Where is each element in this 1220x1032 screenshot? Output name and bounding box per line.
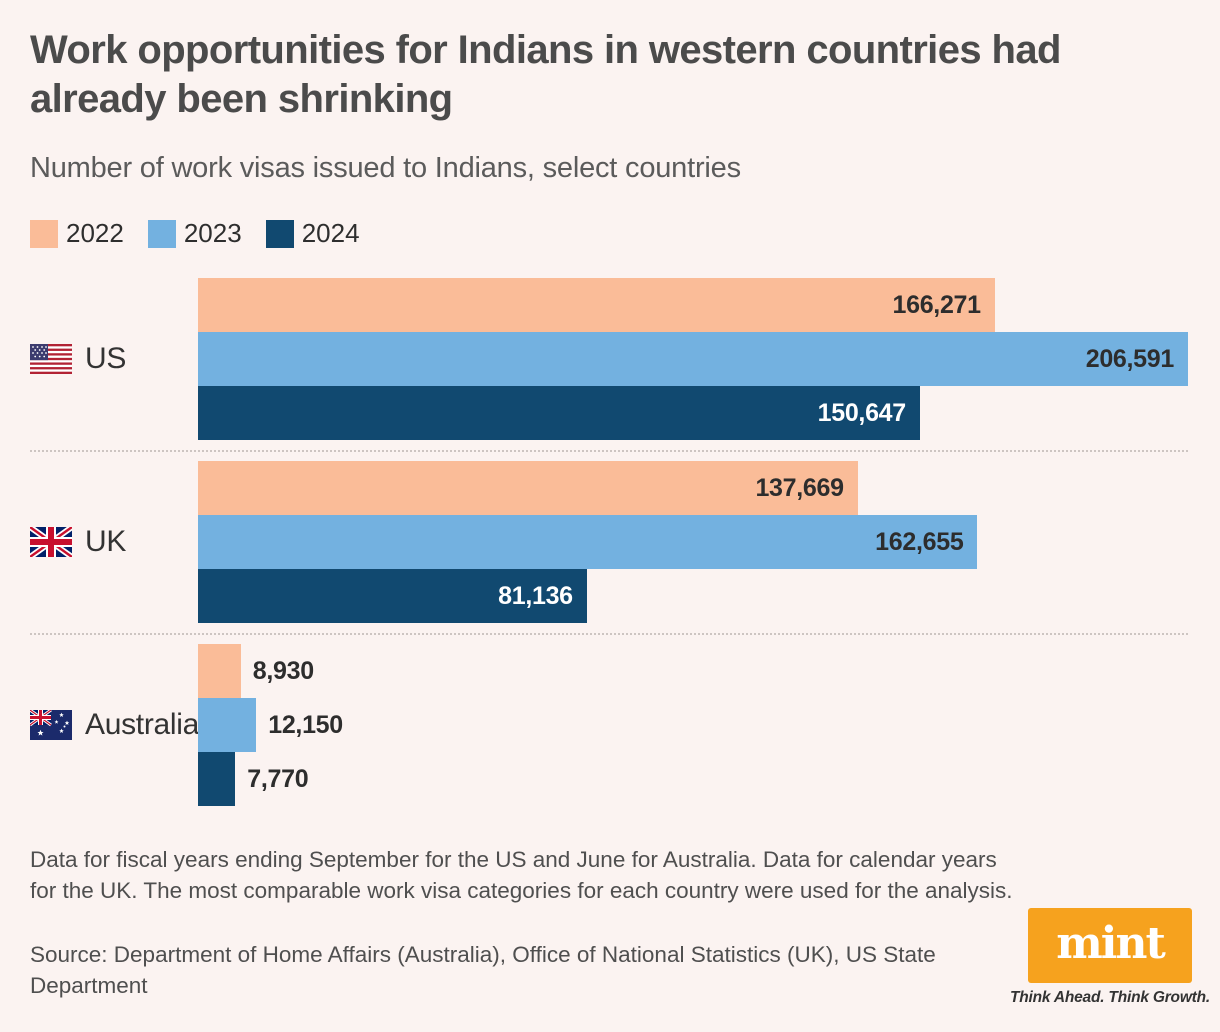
- bar-value-label: 137,669: [755, 474, 844, 502]
- bar-value-label: 150,647: [817, 399, 907, 427]
- chart-subtitle: Number of work visas issued to Indians, …: [30, 152, 741, 184]
- bar-group: 137,669 162,655 81,136: [198, 461, 1188, 623]
- bar-2024-us: 150,647: [198, 386, 920, 440]
- bar-2022-uk: 137,669: [198, 461, 858, 515]
- bar-value-label: 12,150: [268, 711, 343, 739]
- chart-row-uk: UK 137,669 162,655 81,136: [30, 461, 1188, 623]
- bar-2024-uk: 81,136: [198, 569, 587, 623]
- legend-label: 2024: [301, 218, 360, 248]
- country-label-cell: Australia: [30, 644, 200, 806]
- chart-row-us: US 166,271 206,591 150,647: [30, 278, 1188, 440]
- legend-item-2024: 2024: [265, 218, 360, 249]
- bar-2022-us: 166,271: [198, 278, 995, 332]
- source-line: Source: Department of Home Affairs (Aust…: [30, 942, 936, 998]
- legend-swatch-icon: [147, 219, 176, 248]
- legend-label: 2022: [66, 218, 124, 248]
- country-label-cell: UK: [30, 461, 198, 623]
- mint-logo: mint: [1028, 908, 1192, 983]
- bar-track: 81,136: [198, 569, 1188, 623]
- bar-track: 7,770: [198, 752, 1188, 806]
- bar-group: 8,930 12,150 7,770: [198, 644, 1188, 806]
- us-flag-icon: [30, 344, 72, 374]
- bar-value-label: 7,770: [247, 765, 309, 793]
- bar-track: 150,647: [198, 386, 1188, 440]
- country-name: US: [85, 342, 127, 375]
- chart-row-au: Australia 8,930 12,150 7,770: [30, 644, 1188, 806]
- footnote: Data for fiscal years ending September f…: [30, 847, 1013, 903]
- bar-track: 206,591: [198, 332, 1188, 386]
- legend-item-2023: 2023: [147, 218, 242, 249]
- bar-2024-au: [198, 752, 236, 806]
- legend-swatch-icon: [30, 219, 58, 248]
- country-name: UK: [85, 525, 127, 558]
- chart: US 166,271 206,591 150,647 UK 137,669 16…: [30, 278, 1188, 806]
- bar-track: 8,930: [198, 644, 1188, 698]
- mint-tagline: Think Ahead. Think Growth.: [1009, 989, 1211, 1006]
- country-label-cell: US: [30, 278, 198, 440]
- mint-wordmark: mint: [1056, 917, 1166, 969]
- row-divider: [30, 633, 1188, 635]
- legend-item-2022: 2022: [30, 218, 124, 249]
- bar-2022-au: [198, 644, 241, 698]
- bar-value-label: 206,591: [1085, 345, 1175, 373]
- bar-track: 137,669: [198, 461, 1188, 515]
- bar-value-label: 81,136: [498, 582, 573, 610]
- bar-2023-au: [198, 698, 257, 752]
- bar-group: 166,271 206,591 150,647: [198, 278, 1188, 440]
- bar-value-label: 166,271: [892, 291, 982, 319]
- bar-2023-uk: 162,655: [198, 515, 978, 569]
- bar-2023-us: 206,591: [198, 332, 1188, 386]
- chart-title: Work opportunities for Indians in wester…: [30, 28, 1061, 121]
- bar-value-label: 8,930: [252, 657, 314, 685]
- legend-label: 2023: [183, 218, 242, 248]
- legend: 2022 2023 2024: [30, 218, 360, 249]
- bar-track: 12,150: [198, 698, 1188, 752]
- au-flag-icon: [30, 710, 72, 740]
- row-divider: [30, 450, 1188, 452]
- legend-swatch-icon: [265, 219, 294, 248]
- uk-flag-icon: [30, 527, 72, 557]
- bar-value-label: 162,655: [875, 528, 964, 556]
- bar-track: 166,271: [198, 278, 1188, 332]
- bar-track: 162,655: [198, 515, 1188, 569]
- chart-rows: US 166,271 206,591 150,647 UK 137,669 16…: [30, 278, 1188, 806]
- country-name: Australia: [85, 708, 200, 741]
